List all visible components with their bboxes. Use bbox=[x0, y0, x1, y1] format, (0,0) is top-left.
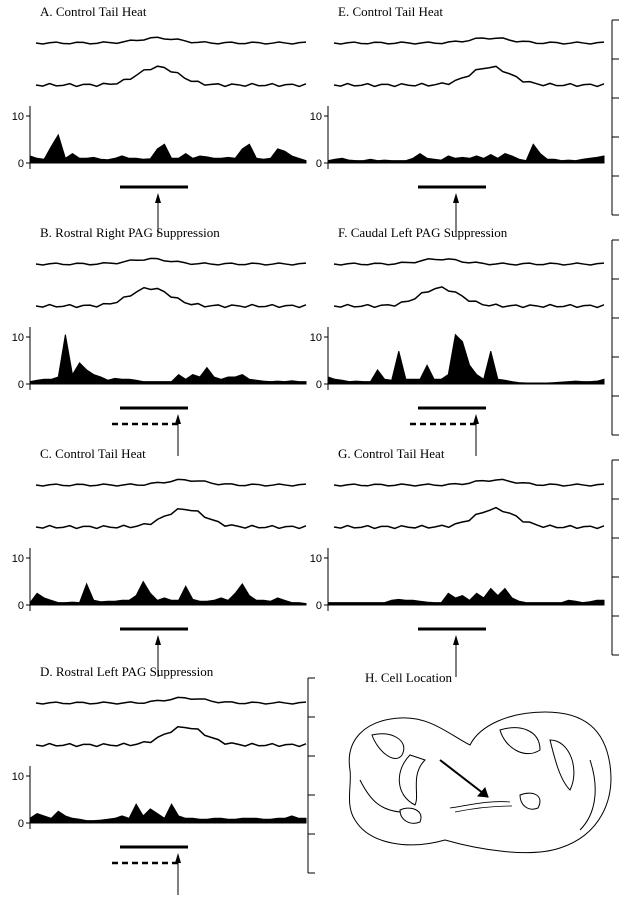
y-tick-label: 10 bbox=[310, 553, 322, 565]
trace bbox=[35, 257, 307, 266]
trace bbox=[35, 726, 307, 748]
y-tick-label: 0 bbox=[316, 600, 322, 612]
histogram-area bbox=[29, 803, 307, 824]
trace bbox=[35, 478, 307, 487]
y-tick-label: 0 bbox=[18, 379, 24, 391]
trace bbox=[35, 696, 307, 705]
y-tick-label: 10 bbox=[12, 111, 24, 123]
y-tick-label: 10 bbox=[12, 332, 24, 344]
panel-title: A. Control Tail Heat bbox=[40, 4, 147, 19]
y-tick-label: 10 bbox=[12, 553, 24, 565]
arrow-head bbox=[473, 414, 479, 424]
trace bbox=[333, 65, 605, 88]
histogram-area bbox=[29, 334, 307, 385]
histogram-area bbox=[327, 143, 605, 164]
panel-title: E. Control Tail Heat bbox=[338, 4, 443, 19]
panel-title: H. Cell Location bbox=[365, 670, 453, 685]
arrow-head bbox=[155, 193, 161, 203]
histogram-area bbox=[29, 133, 307, 164]
trace bbox=[333, 286, 605, 309]
y-tick-label: 0 bbox=[316, 158, 322, 170]
y-tick-label: 0 bbox=[18, 600, 24, 612]
arrow-head bbox=[155, 635, 161, 645]
trace bbox=[333, 258, 605, 266]
y-tick-label: 0 bbox=[18, 818, 24, 830]
trace bbox=[35, 36, 307, 45]
trace bbox=[35, 508, 307, 530]
trace bbox=[35, 286, 307, 309]
cell-location-diagram bbox=[348, 711, 612, 854]
y-tick-label: 0 bbox=[316, 379, 322, 391]
arrow-head bbox=[453, 193, 459, 203]
trace bbox=[35, 65, 307, 88]
y-tick-label: 10 bbox=[310, 111, 322, 123]
arrow-head bbox=[175, 414, 181, 424]
histogram-area bbox=[327, 333, 605, 385]
arrow-head bbox=[175, 853, 181, 863]
trace bbox=[333, 37, 605, 45]
trace bbox=[333, 478, 605, 487]
histogram-area bbox=[327, 587, 605, 606]
panel-title: C. Control Tail Heat bbox=[40, 446, 146, 461]
y-tick-label: 10 bbox=[12, 771, 24, 783]
arrow-head bbox=[453, 635, 459, 645]
trace bbox=[333, 506, 605, 530]
y-tick-label: 10 bbox=[310, 332, 322, 344]
y-tick-label: 0 bbox=[18, 158, 24, 170]
panel-title: F. Caudal Left PAG Suppression bbox=[338, 225, 508, 240]
panel-title: B. Rostral Right PAG Suppression bbox=[40, 225, 220, 240]
histogram-area bbox=[29, 580, 307, 606]
panel-title: D. Rostral Left PAG Suppression bbox=[40, 664, 214, 679]
panel-title: G. Control Tail Heat bbox=[338, 446, 445, 461]
